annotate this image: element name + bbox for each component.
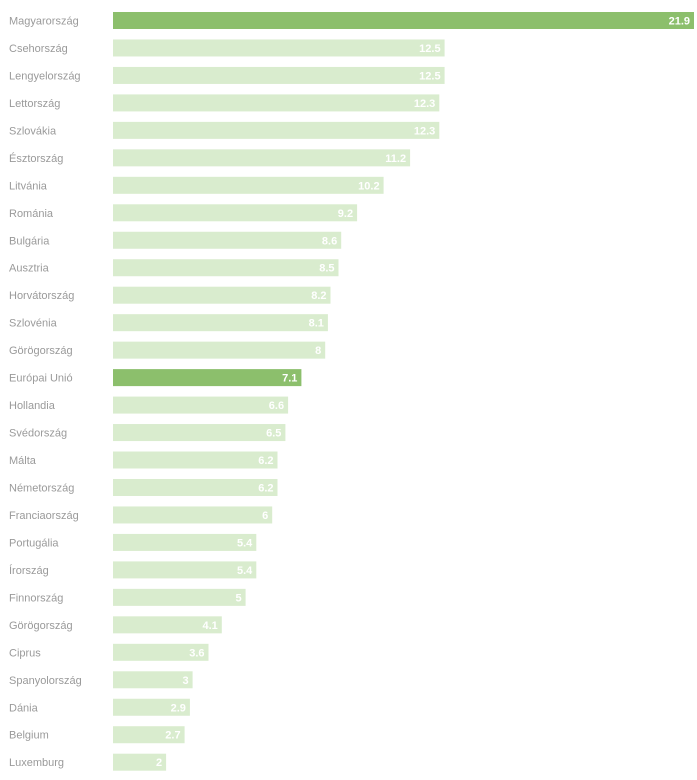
category-label-18: Franciaország: [9, 510, 79, 522]
value-label-11: 8.1: [309, 318, 324, 330]
value-label-1: 12.5: [419, 43, 440, 55]
category-label-10: Horvátország: [9, 290, 74, 302]
category-label-19: Portugália: [9, 537, 59, 549]
category-label-14: Hollandia: [9, 400, 56, 412]
value-label-25: 2.9: [171, 702, 186, 714]
category-label-8: Bulgária: [9, 235, 50, 247]
bar-7: [113, 204, 358, 222]
category-label-15: Svédország: [9, 428, 67, 440]
bar-2: [113, 66, 445, 84]
category-label-2: Lengyelország: [9, 70, 81, 82]
bar-25: [113, 698, 190, 716]
category-label-13: Európai Unió: [9, 373, 73, 385]
category-label-17: Németország: [9, 483, 74, 495]
category-label-7: Románia: [9, 208, 54, 220]
bar-4: [113, 121, 440, 139]
value-label-21: 5: [235, 592, 241, 604]
bar-9: [113, 259, 339, 277]
value-label-27: 2: [156, 757, 162, 769]
bar-24: [113, 671, 193, 689]
bar-5: [113, 149, 411, 167]
value-label-26: 2.7: [165, 730, 180, 742]
value-label-2: 12.5: [419, 70, 440, 82]
category-label-22: Görögország: [9, 620, 73, 632]
value-label-19: 5.4: [237, 537, 253, 549]
bar-1: [113, 39, 445, 57]
bar-11: [113, 314, 328, 332]
bar-18: [113, 506, 273, 524]
bar-6: [113, 176, 384, 194]
value-label-4: 12.3: [414, 125, 435, 137]
bar-20: [113, 561, 257, 579]
value-label-9: 8.5: [319, 263, 334, 275]
bar-13: [113, 369, 302, 387]
bar-3: [113, 94, 440, 112]
value-label-12: 8: [315, 345, 321, 357]
bar-14: [113, 396, 289, 414]
bar-8: [113, 231, 342, 249]
value-label-16: 6.2: [258, 455, 273, 467]
bars-layer: [113, 12, 694, 771]
value-label-10: 8.2: [311, 290, 326, 302]
value-label-7: 9.2: [338, 208, 353, 220]
bar-15: [113, 424, 286, 442]
value-label-6: 10.2: [358, 180, 379, 192]
bar-10: [113, 286, 331, 304]
category-label-0: Magyarország: [9, 16, 79, 28]
bar-0: [113, 12, 694, 29]
category-labels-layer: Magyarország Csehország Lengyelország Letto…: [9, 16, 82, 770]
category-label-12: Görögország: [9, 345, 73, 357]
bar-19: [113, 533, 257, 551]
category-label-24: Spanyolország: [9, 675, 82, 687]
value-label-3: 12.3: [414, 98, 435, 110]
bar-12: [113, 341, 326, 359]
category-label-5: Észtország: [9, 152, 63, 165]
value-label-0: 21.9: [669, 16, 690, 28]
category-label-23: Ciprus: [9, 647, 41, 659]
category-label-6: Litvánia: [9, 180, 48, 192]
category-label-11: Szlovénia: [9, 318, 58, 330]
category-label-21: Finnország: [9, 592, 63, 604]
value-label-24: 3: [182, 675, 188, 687]
category-label-26: Belgium: [9, 730, 49, 742]
bar-17: [113, 478, 278, 496]
value-label-17: 6.2: [258, 483, 273, 495]
bar-22: [113, 616, 222, 634]
value-labels-layer: 21.9 12.5 12.5 12.3 12.3 11.2 10.2 9.2 8.6 8.5 8.2…: [156, 16, 690, 770]
value-label-22: 4.1: [203, 620, 218, 632]
value-label-15: 6.5: [266, 428, 281, 440]
category-label-9: Ausztria: [9, 263, 50, 275]
value-label-18: 6: [262, 510, 268, 522]
category-label-1: Csehország: [9, 43, 68, 55]
category-label-3: Lettország: [9, 98, 60, 110]
value-label-23: 3.6: [189, 647, 204, 659]
category-label-20: Írország: [9, 564, 49, 577]
bar-26: [113, 726, 185, 744]
category-label-25: Dánia: [9, 702, 39, 714]
category-label-16: Málta: [9, 455, 37, 467]
category-label-4: Szlovákia: [9, 125, 57, 137]
bar-16: [113, 451, 278, 469]
bar-27: [113, 753, 167, 771]
category-label-27: Luxemburg: [9, 757, 64, 769]
value-label-14: 6.6: [269, 400, 284, 412]
bar-21: [113, 588, 246, 606]
value-label-20: 5.4: [237, 565, 253, 577]
bar-23: [113, 643, 209, 661]
value-label-5: 11.2: [385, 153, 406, 165]
value-label-13: 7.1: [282, 373, 297, 385]
value-label-8: 8.6: [322, 235, 337, 247]
